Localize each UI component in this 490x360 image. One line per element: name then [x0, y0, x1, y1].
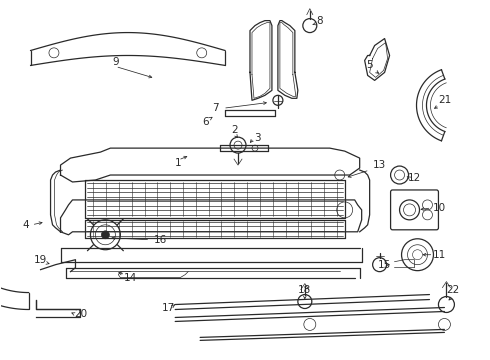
Text: 9: 9 [112, 58, 119, 67]
FancyBboxPatch shape [391, 190, 439, 230]
Text: 20: 20 [74, 310, 87, 319]
Text: 15: 15 [378, 260, 391, 270]
Circle shape [101, 231, 109, 239]
Text: 7: 7 [212, 103, 219, 113]
Text: 18: 18 [298, 284, 312, 294]
Text: 3: 3 [255, 133, 261, 143]
Text: 16: 16 [154, 235, 167, 245]
Text: 12: 12 [408, 173, 421, 183]
Text: 13: 13 [373, 160, 386, 170]
Text: 19: 19 [34, 255, 47, 265]
Text: 6: 6 [202, 117, 208, 127]
Text: 8: 8 [317, 15, 323, 26]
Text: 10: 10 [433, 203, 446, 213]
Text: 21: 21 [438, 95, 451, 105]
Text: 11: 11 [433, 250, 446, 260]
Text: 5: 5 [367, 60, 373, 71]
Text: 2: 2 [232, 125, 238, 135]
Text: 14: 14 [123, 273, 137, 283]
Text: 1: 1 [175, 158, 181, 168]
Text: 17: 17 [162, 302, 175, 312]
Text: 4: 4 [23, 220, 29, 230]
Text: 22: 22 [446, 284, 459, 294]
